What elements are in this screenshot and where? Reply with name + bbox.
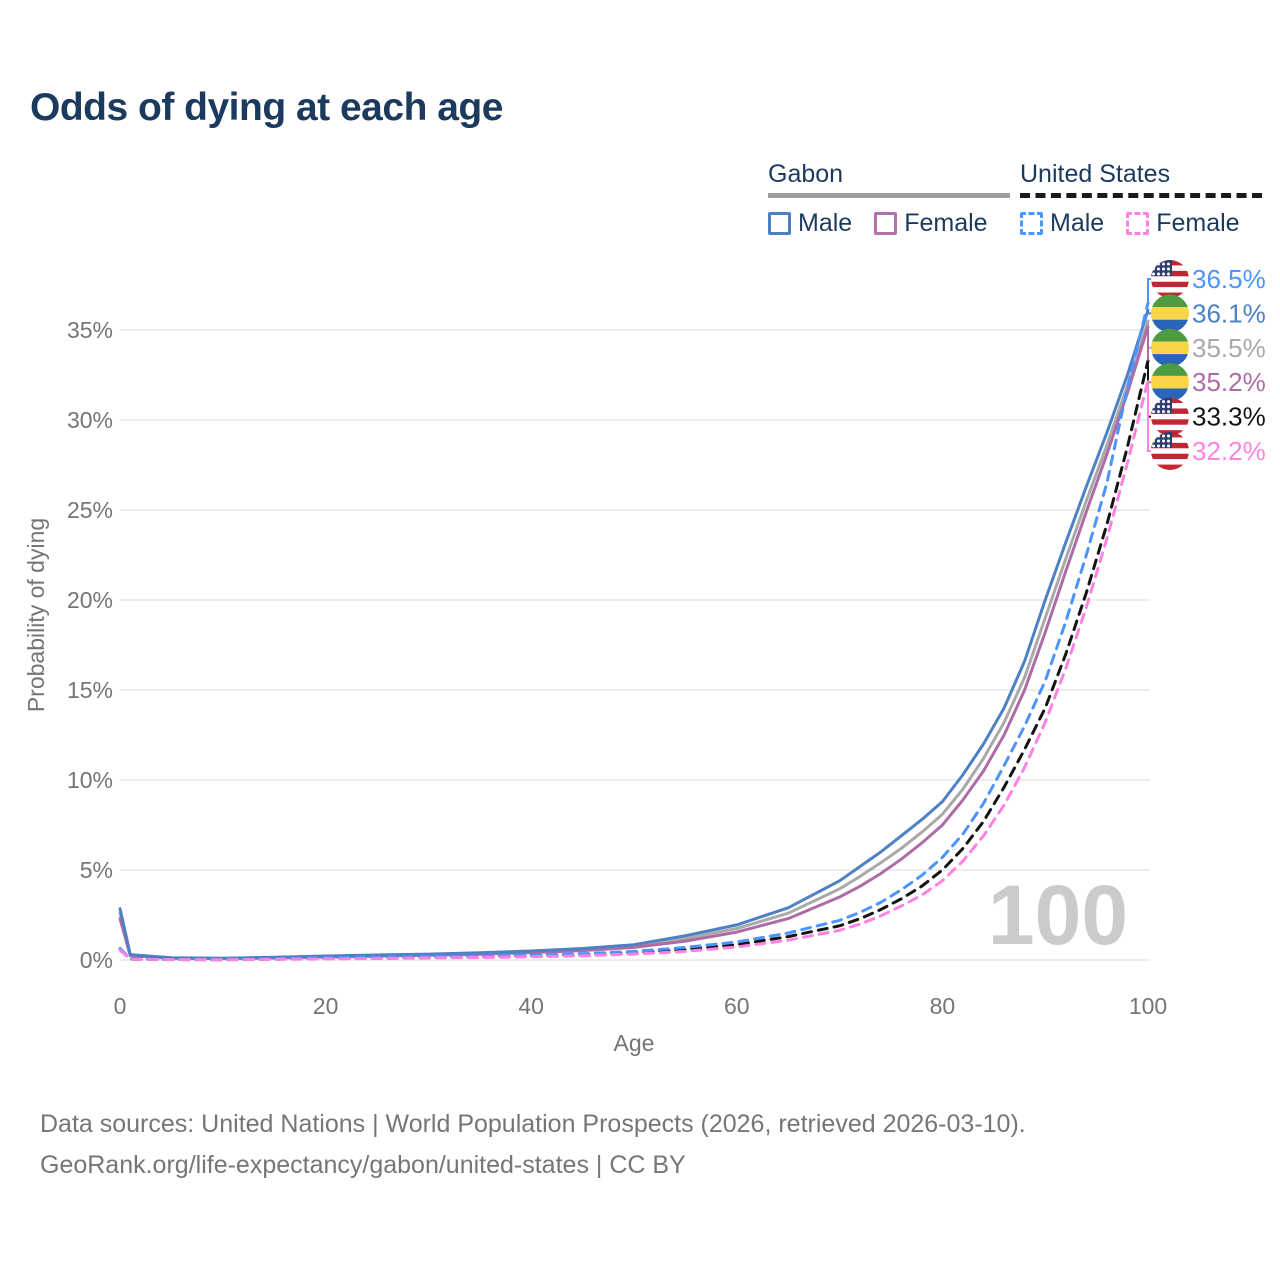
legend-item-label: Male xyxy=(798,209,853,237)
y-tick-label: 30% xyxy=(67,407,113,433)
gabon-male-swatch-icon xyxy=(768,212,791,235)
legend-group-gabon: Gabon Male Female xyxy=(768,160,1010,238)
gabon-flag-icon xyxy=(1151,294,1189,333)
x-tick-label: 0 xyxy=(114,993,127,1019)
us-flag-icon xyxy=(1151,397,1189,436)
series-line-us-female[interactable] xyxy=(118,378,1150,962)
legend-country-united-states: United States xyxy=(1020,160,1171,188)
y-tick-label: 15% xyxy=(67,677,113,703)
x-tick-label: 40 xyxy=(518,993,544,1019)
gabon-line-style-sample xyxy=(768,193,1010,198)
legend-item-us-female[interactable]: Female xyxy=(1126,209,1240,238)
x-tick-label: 100 xyxy=(1129,993,1167,1019)
us-female-swatch-icon xyxy=(1126,212,1150,235)
x-axis-title: Age xyxy=(614,1030,655,1056)
x-tick-label: 80 xyxy=(930,993,956,1019)
end-value-label-us-female: 32.2% xyxy=(1192,436,1266,466)
end-value-label-gabon-female: 35.2% xyxy=(1192,367,1266,397)
y-tick-label: 0% xyxy=(80,947,113,973)
series-line-us-male[interactable] xyxy=(118,301,1150,962)
end-value-label-us-average: 33.3% xyxy=(1192,402,1266,432)
y-axis-title: Probability of dying xyxy=(23,518,49,712)
us-flag-icon xyxy=(1151,260,1189,298)
legend-item-gabon-female[interactable]: Female xyxy=(874,209,988,238)
footer: Data sources: United Nations | World Pop… xyxy=(40,1104,1026,1186)
y-tick-label: 25% xyxy=(67,497,113,523)
end-value-label-gabon-average: 35.5% xyxy=(1192,333,1266,363)
y-tick-label: 5% xyxy=(80,857,113,883)
series-line-gabon-average[interactable] xyxy=(118,319,1150,960)
x-tick-label: 60 xyxy=(724,993,750,1019)
series-line-gabon-male[interactable] xyxy=(118,308,1150,960)
legend-item-label: Male xyxy=(1050,209,1105,237)
y-tick-label: 20% xyxy=(67,587,113,613)
legend-item-label: Female xyxy=(904,209,988,237)
gabon-flag-icon xyxy=(1151,328,1189,367)
end-value-label-gabon-male: 36.1% xyxy=(1192,298,1266,328)
hover-age-watermark: 100 xyxy=(988,868,1128,962)
x-tick-label: 20 xyxy=(313,993,339,1019)
legend-item-gabon-male[interactable]: Male xyxy=(768,209,852,238)
gabon-flag-icon xyxy=(1151,363,1189,402)
attribution-text: GeoRank.org/life-expectancy/gabon/united… xyxy=(40,1151,686,1179)
legend-item-label: Female xyxy=(1156,209,1240,237)
y-tick-label: 10% xyxy=(67,767,113,793)
page-title: Odds of dying at each age xyxy=(30,86,503,129)
data-sources-text: Data sources: United Nations | World Pop… xyxy=(40,1110,1026,1138)
legend-item-us-male[interactable]: Male xyxy=(1020,209,1104,238)
legend-group-united-states: United States Male Female xyxy=(1020,160,1262,238)
us-male-swatch-icon xyxy=(1020,212,1043,235)
gabon-female-swatch-icon xyxy=(874,212,898,235)
legend-country-gabon: Gabon xyxy=(768,160,844,188)
series-line-gabon-female[interactable] xyxy=(118,324,1150,961)
us-flag-icon xyxy=(1151,432,1189,470)
end-value-label-us-male: 36.5% xyxy=(1192,264,1266,294)
y-tick-label: 35% xyxy=(67,317,113,343)
us-line-style-sample xyxy=(1020,193,1262,198)
